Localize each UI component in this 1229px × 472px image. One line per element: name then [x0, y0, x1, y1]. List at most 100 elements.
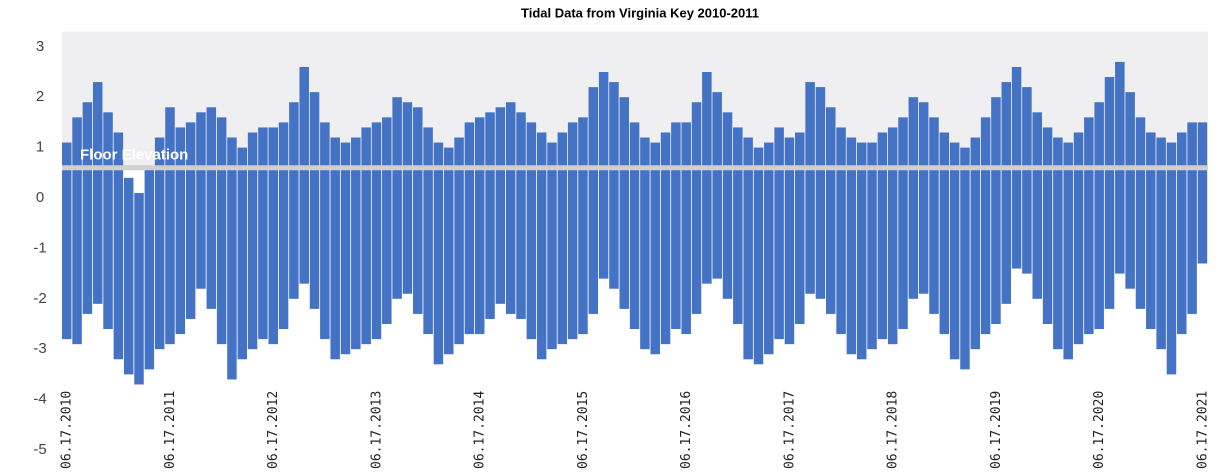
x-tick-label: 06.17.2012: [266, 391, 281, 469]
bar: [681, 122, 691, 335]
bar: [123, 177, 134, 375]
bar: [309, 92, 320, 309]
bar: [671, 122, 681, 330]
bar: [898, 117, 908, 330]
chart-title: Tidal Data from Virginia Key 2010-2011: [521, 5, 759, 20]
bar: [144, 167, 155, 370]
bar: [268, 127, 278, 345]
bar: [939, 132, 950, 335]
bar: [433, 142, 444, 365]
bar: [867, 142, 877, 350]
bar: [103, 112, 113, 330]
bar: [774, 127, 784, 340]
bar: [402, 102, 413, 294]
bar: [877, 132, 888, 340]
bar: [691, 102, 702, 314]
bar: [361, 127, 371, 345]
bar: [505, 102, 516, 314]
x-tick-label: 06.17.2020: [1092, 391, 1107, 469]
bar: [62, 142, 72, 340]
bar: [815, 87, 826, 299]
y-tick-label: -2: [33, 290, 46, 307]
bar: [578, 117, 588, 335]
bar: [154, 137, 165, 350]
x-tick-label: 06.17.2014: [473, 391, 488, 469]
bar: [557, 132, 568, 345]
bar: [454, 137, 464, 345]
bar: [526, 122, 537, 340]
x-tick-label: 06.17.2013: [369, 391, 384, 469]
bar: [1073, 132, 1084, 345]
bar: [722, 112, 733, 299]
bar: [92, 82, 103, 304]
bar: [247, 132, 258, 350]
y-tick-label: 0: [36, 189, 44, 206]
bar: [547, 142, 557, 350]
bar: [444, 147, 454, 355]
bar: [464, 122, 475, 335]
bar: [1156, 137, 1166, 350]
bar: [1135, 117, 1146, 309]
bar: [72, 117, 82, 345]
bar: [516, 112, 526, 319]
floor-elevation-label: Floor Elevation: [80, 147, 188, 164]
bar: [619, 97, 630, 309]
bar: [216, 117, 227, 345]
bar: [1146, 132, 1156, 330]
bar: [650, 142, 660, 355]
y-tick-label: 1: [36, 139, 44, 156]
bar: [206, 107, 217, 309]
bar: [764, 142, 774, 355]
bar: [413, 107, 423, 314]
bar: [165, 107, 175, 345]
bar: [1177, 132, 1187, 335]
bar: [795, 132, 805, 324]
bar: [929, 117, 939, 314]
bar: [185, 122, 196, 319]
bar: [485, 112, 495, 319]
x-tick-label: 06.17.2017: [782, 391, 797, 469]
bar: [351, 137, 361, 350]
y-tick-label: 3: [36, 38, 44, 55]
x-tick-label: 06.17.2010: [60, 391, 75, 469]
bar: [784, 137, 795, 345]
bar: [1125, 92, 1135, 289]
y-tick-label: -1: [33, 239, 46, 256]
bar: [805, 82, 815, 294]
bar: [1197, 122, 1208, 264]
bar: [733, 127, 743, 324]
bar: [960, 147, 970, 370]
bar: [970, 137, 981, 350]
bar: [753, 147, 764, 365]
bar: [702, 72, 712, 284]
bar: [640, 137, 650, 350]
bar: [980, 117, 991, 335]
y-tick-label: -4: [33, 391, 46, 408]
bar: [340, 142, 351, 355]
bar: [392, 97, 402, 299]
x-tick-label: 06.17.2019: [989, 391, 1004, 469]
bar: [1063, 142, 1073, 360]
x-tick-label: 06.17.2011: [163, 391, 178, 469]
x-tick-label: 06.17.2018: [886, 391, 901, 469]
bar: [134, 192, 144, 385]
bar: [743, 137, 753, 360]
bar: [330, 137, 340, 360]
bar: [908, 97, 919, 299]
bar: [371, 122, 382, 340]
bar: [320, 122, 330, 340]
bar: [196, 112, 206, 289]
bar: [175, 127, 186, 335]
bar: [712, 92, 722, 279]
bar: [1187, 122, 1197, 314]
bar: [227, 137, 237, 380]
bar: [949, 142, 960, 360]
bar: [598, 72, 609, 279]
bar: [536, 132, 547, 360]
bar: [495, 107, 506, 304]
x-tick-label: 06.17.2015: [576, 391, 591, 469]
x-tick-label: 06.17.2021: [1195, 391, 1210, 469]
bar: [278, 122, 289, 330]
bar: [846, 137, 857, 355]
bar: [289, 102, 299, 299]
